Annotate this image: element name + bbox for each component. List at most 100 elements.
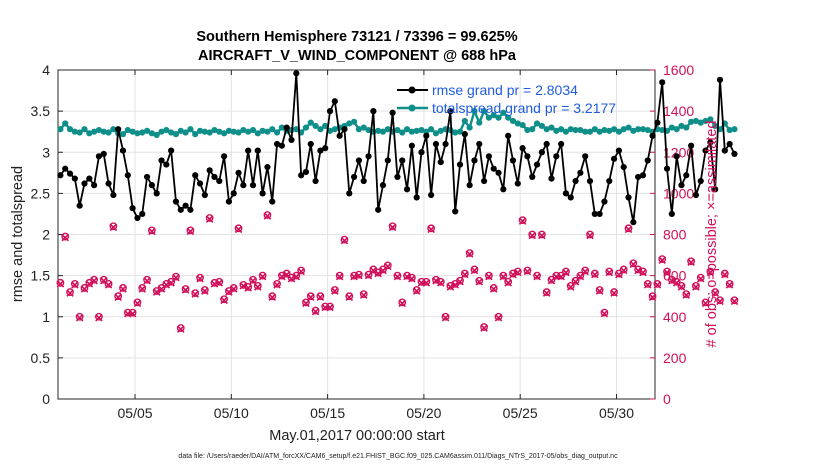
obs-possible-point [687, 257, 696, 266]
totalspread-point [95, 126, 103, 134]
rmse-point [326, 108, 334, 115]
totalspread-point [606, 127, 613, 134]
obs-possible-point [586, 230, 594, 239]
obs-assimilated-point [451, 281, 459, 289]
rmse-point [230, 190, 237, 197]
obs-possible-point [258, 271, 267, 280]
y-right-tick-label: 1400 [663, 103, 694, 119]
obs-assimilated-point [721, 270, 729, 279]
rmse-point [264, 163, 271, 171]
totalspread-point [71, 128, 78, 135]
obs-possible-point [648, 292, 657, 301]
rmse-point [293, 70, 300, 77]
rmse-point [644, 157, 651, 164]
totalspread-point [148, 130, 155, 137]
rmse-point [625, 194, 632, 201]
rmse-point [182, 202, 189, 209]
rmse-point [86, 175, 93, 182]
rmse-point [562, 190, 570, 197]
obs-assimilated-point [523, 267, 532, 276]
rmse-point [115, 126, 122, 133]
obs-possible-point [716, 296, 724, 305]
totalspread-point [163, 126, 170, 134]
rmse-point [630, 219, 637, 226]
obs-possible-point [200, 286, 209, 294]
obs-assimilated-point [220, 296, 228, 305]
obs-assimilated-point [441, 314, 450, 322]
totalspread-point [485, 114, 492, 121]
totalspread-point [437, 127, 444, 134]
obs-assimilated-point [605, 268, 614, 277]
obs-assimilated-point [201, 287, 209, 295]
rmse-point [317, 147, 324, 154]
obs-possible-point [677, 282, 686, 290]
rmse-point [81, 180, 88, 187]
obs-assimilated-point [730, 297, 739, 306]
totalspread-point [403, 126, 411, 133]
totalspread-point [726, 126, 733, 134]
rmse-point [731, 150, 738, 157]
y-left-tick-label: 4 [42, 62, 50, 78]
obs-assimilated-point [384, 262, 392, 271]
rmse-point [192, 172, 199, 179]
rmse-point [273, 140, 281, 148]
rmse-point [428, 191, 435, 199]
rmse-point [221, 153, 228, 160]
obs-possible-point [297, 266, 306, 275]
totalspread-point [596, 128, 603, 135]
obs-assimilated-point [162, 281, 171, 289]
rmse-point [322, 145, 329, 152]
obs-possible-point [720, 269, 729, 278]
obs-assimilated-point [600, 309, 609, 318]
totalspread-point [153, 131, 160, 139]
totalspread-point [91, 128, 98, 135]
obs-possible-point [470, 265, 479, 274]
totalspread-point [278, 124, 285, 131]
obs-assimilated-point [634, 266, 642, 275]
y-right-tick-label: 1600 [663, 62, 694, 78]
obs-possible-point [427, 224, 436, 233]
obs-possible-point [196, 273, 204, 282]
totalspread-point [461, 117, 468, 125]
totalspread-point [172, 131, 180, 138]
rmse-point [129, 205, 136, 212]
rmse-point [168, 147, 175, 154]
obs-assimilated-point [95, 314, 103, 322]
rmse-point [712, 186, 719, 193]
totalspread-point [731, 126, 738, 133]
rmse-point [177, 206, 184, 213]
x-tick-label: 05/15 [310, 405, 345, 421]
rmse-point [606, 177, 613, 185]
obs-possible-point [619, 265, 628, 274]
totalspread-point [418, 126, 425, 134]
rmse-point [553, 153, 560, 160]
totalspread-point [514, 120, 521, 127]
obs-assimilated-point [104, 281, 113, 289]
obs-possible-point [359, 290, 368, 299]
obs-assimilated-point [692, 283, 700, 291]
obs-assimilated-point [90, 277, 98, 285]
totalspread-point [620, 126, 627, 133]
rmse-point [254, 147, 261, 154]
y-left-tick-label: 0 [42, 391, 50, 407]
obs-assimilated-point [658, 256, 666, 264]
obs-assimilated-point [143, 277, 151, 285]
rmse-point [312, 177, 319, 185]
obs-possible-point [456, 276, 464, 285]
obs-possible-point [167, 277, 176, 286]
totalspread-point [432, 130, 440, 137]
rmse-point [360, 177, 367, 185]
obs-possible-point [345, 292, 354, 301]
obs-assimilated-point [355, 271, 363, 280]
rmse-point [216, 177, 223, 185]
obs-assimilated-point [412, 287, 421, 295]
rmse-point [514, 180, 521, 187]
rmse-point [95, 153, 103, 160]
rmse-point [355, 157, 363, 164]
totalspread-point [134, 130, 141, 137]
obs-assimilated-point [470, 266, 479, 275]
totalspread-point [293, 126, 300, 133]
obs-assimilated-point [56, 280, 65, 288]
